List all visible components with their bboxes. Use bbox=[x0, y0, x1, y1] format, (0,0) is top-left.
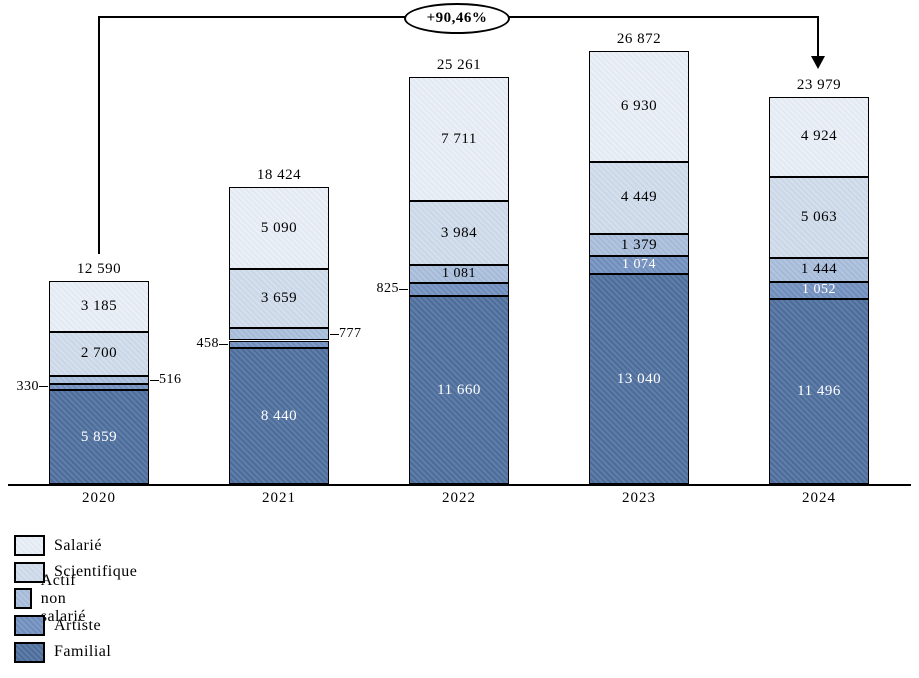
growth-arrow-right-segment bbox=[817, 16, 819, 57]
bar-segment-familial-2024 bbox=[769, 298, 869, 484]
bar-segment-actif-non-salarié-2020 bbox=[49, 375, 149, 385]
growth-annotation-ellipse: +90,46% bbox=[404, 3, 510, 34]
bar-segment-scientifique-2021 bbox=[229, 268, 329, 328]
legend-item-scientifique: Scientifique bbox=[14, 561, 138, 583]
x-tick-label-2022: 2022 bbox=[442, 490, 476, 506]
bar-segment-scientifique-2024 bbox=[769, 176, 869, 259]
bar-segment-scientifique-2020 bbox=[49, 332, 149, 376]
bar-segment-scientifique-2022 bbox=[409, 200, 509, 266]
legend-swatch bbox=[14, 535, 45, 556]
bar-segment-artiste-2022 bbox=[409, 282, 509, 296]
growth-arrow-left-segment bbox=[98, 16, 100, 254]
legend-label: Artiste bbox=[54, 616, 102, 634]
bar-segment-familial-2023 bbox=[589, 273, 689, 484]
bar-segment-artiste-2024 bbox=[769, 281, 869, 299]
outside-value-label-2022: 825 bbox=[376, 281, 408, 297]
legend-item-actif-non-salarié: Actif non salarié bbox=[14, 572, 99, 625]
legend-swatch bbox=[14, 561, 45, 583]
bar-segment-artiste-2021 bbox=[229, 340, 329, 348]
outside-value-text: 825 bbox=[376, 281, 399, 297]
legend-swatch bbox=[14, 641, 45, 663]
bar-total-label-2021: 18 424 bbox=[256, 166, 302, 183]
bar-total-label-2023: 26 872 bbox=[616, 30, 662, 47]
bar-segment-actif-non-salarié-2024 bbox=[769, 258, 869, 282]
legend-label: Scientifique bbox=[54, 563, 138, 581]
outside-value-label-2021: 777 bbox=[330, 326, 362, 342]
outside-value-label-2020: 516 bbox=[150, 372, 182, 388]
outside-value-text: 330 bbox=[16, 378, 39, 394]
bar-total-label-2020: 12 590 bbox=[76, 260, 122, 277]
legend-item-familial: Familial bbox=[14, 641, 112, 663]
bar-segment-familial-2022 bbox=[409, 295, 509, 484]
bar-segment-actif-non-salarié-2023 bbox=[589, 234, 689, 257]
x-tick-label-2024: 2024 bbox=[802, 490, 836, 506]
label-connector-line bbox=[39, 386, 48, 388]
bar-segment-familial-2020 bbox=[49, 389, 149, 484]
bar-total-label-2022: 25 261 bbox=[436, 56, 482, 73]
outside-value-label-2021: 458 bbox=[196, 336, 228, 352]
bar-segment-scientifique-2023 bbox=[589, 162, 689, 235]
legend-item-salarié: Salarié bbox=[14, 535, 102, 556]
outside-value-label-2020: 330 bbox=[16, 378, 48, 395]
x-tick-label-2020: 2020 bbox=[82, 490, 116, 506]
label-connector-line bbox=[330, 333, 339, 335]
bar-segment-artiste-2023 bbox=[589, 256, 689, 274]
x-tick-label-2021: 2021 bbox=[262, 490, 296, 506]
bar-segment-salarié-2023 bbox=[589, 50, 689, 163]
bar-segment-artiste-2020 bbox=[49, 384, 149, 390]
label-connector-line bbox=[399, 288, 408, 290]
growth-arrow-head bbox=[811, 56, 825, 69]
legend-label: Familial bbox=[54, 643, 112, 661]
bar-segment-familial-2021 bbox=[229, 347, 329, 484]
legend-swatch bbox=[14, 615, 45, 637]
outside-value-text: 777 bbox=[339, 326, 362, 342]
bar-segment-salarié-2022 bbox=[409, 76, 509, 201]
bar-total-label-2024: 23 979 bbox=[796, 77, 842, 94]
bar-segment-salarié-2024 bbox=[769, 97, 869, 177]
legend-label: Actif non salarié bbox=[40, 571, 86, 625]
label-connector-line bbox=[150, 379, 159, 381]
legend-swatch bbox=[14, 588, 32, 610]
bar-segment-salarié-2020 bbox=[49, 280, 149, 333]
legend-item-artiste: Artiste bbox=[14, 615, 102, 637]
x-axis-line bbox=[8, 484, 911, 486]
bar-segment-actif-non-salarié-2022 bbox=[409, 265, 509, 283]
bar-segment-salarié-2021 bbox=[229, 186, 329, 269]
legend-label: Salarié bbox=[54, 536, 102, 554]
outside-value-text: 516 bbox=[159, 372, 182, 388]
growth-annotation-label: +90,46% bbox=[426, 10, 488, 26]
x-tick-label-2023: 2023 bbox=[622, 490, 656, 506]
label-connector-line bbox=[219, 343, 228, 345]
bar-segment-actif-non-salarié-2021 bbox=[229, 327, 329, 341]
outside-value-text: 458 bbox=[196, 336, 219, 352]
